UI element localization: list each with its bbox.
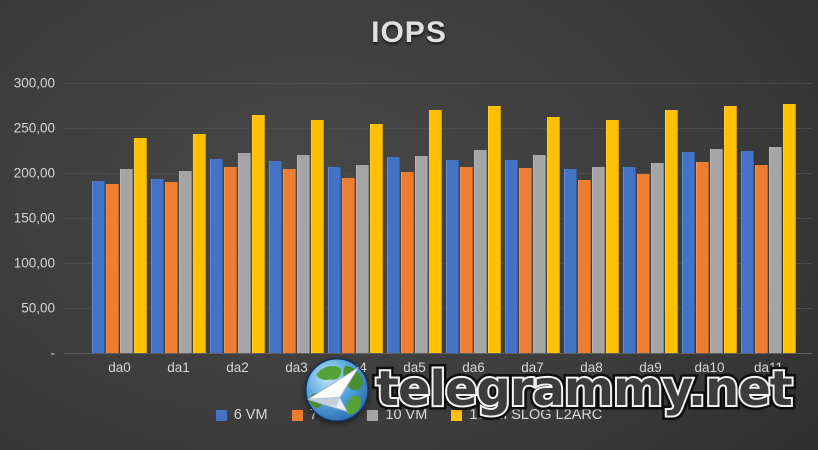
bar-da2-6-vm bbox=[210, 158, 223, 353]
legend-label: 7 VM bbox=[309, 407, 344, 423]
legend-swatch-7-vm bbox=[291, 409, 303, 421]
legend-swatch-10-vm bbox=[367, 409, 379, 421]
bar-da11-6-vm bbox=[741, 151, 754, 353]
bar-da6-6-vm bbox=[446, 160, 459, 353]
bar-da3-7-vm bbox=[283, 169, 296, 353]
bar-da4-7-vm bbox=[342, 178, 355, 353]
bar-da9-7-vm bbox=[637, 173, 650, 353]
y-axis-tick-label: 150,00 bbox=[13, 210, 55, 226]
bar-da1-7-vm bbox=[165, 182, 178, 353]
bar-da10-7-vm bbox=[696, 162, 709, 353]
bar-da11-7-vm bbox=[755, 164, 768, 353]
x-axis-tick-label-da5: da5 bbox=[403, 360, 426, 375]
bar-group-da0 bbox=[90, 83, 149, 353]
bar-da1-10-vm bbox=[179, 171, 192, 353]
legend-label: 10VM SLOG L2ARC bbox=[469, 407, 603, 423]
bar-da0-10-vm bbox=[120, 169, 133, 353]
bar-da3-6-vm bbox=[269, 161, 282, 353]
bar-da9-10vm-slog-l2arc bbox=[665, 110, 678, 353]
legend-item-7-vm: 7 VM bbox=[291, 407, 344, 423]
x-axis-tick-label-da4: da4 bbox=[344, 360, 367, 375]
bar-group-da3 bbox=[267, 83, 326, 353]
x-axis-tick-label-da2: da2 bbox=[226, 360, 249, 375]
bar-group-da2 bbox=[208, 83, 267, 353]
bar-group-da6 bbox=[444, 83, 503, 353]
y-axis-tick-label: 300,00 bbox=[13, 75, 55, 91]
bar-group-da9 bbox=[621, 83, 680, 353]
bar-da7-6-vm bbox=[505, 160, 518, 353]
bar-da3-10-vm bbox=[297, 155, 310, 353]
legend-item-10-vm: 10 VM bbox=[367, 407, 427, 423]
bar-da2-10-vm bbox=[238, 153, 251, 353]
x-axis-tick-label-da0: da0 bbox=[108, 360, 131, 375]
bar-da5-7-vm bbox=[401, 172, 414, 353]
bar-da7-7-vm bbox=[519, 167, 532, 353]
bar-group-da10 bbox=[680, 83, 739, 353]
x-axis-tick-label-da11: da11 bbox=[753, 360, 784, 375]
legend-label: 10 VM bbox=[385, 407, 428, 423]
bar-da2-7-vm bbox=[224, 166, 237, 353]
y-axis-tick-label: 50,00 bbox=[21, 300, 55, 316]
bar-da8-6-vm bbox=[564, 169, 577, 353]
bar-da6-10-vm bbox=[474, 149, 487, 353]
bar-da8-10-vm bbox=[592, 166, 605, 353]
bar-da11-10vm-slog-l2arc bbox=[783, 103, 796, 353]
bar-group-da1 bbox=[149, 83, 208, 353]
y-axis-tick-label: - bbox=[50, 345, 56, 361]
legend-item-6-vm: 6 VM bbox=[215, 407, 268, 423]
legend-swatch-6-vm bbox=[215, 409, 227, 421]
x-axis-line bbox=[64, 353, 812, 354]
bar-da10-10vm-slog-l2arc bbox=[724, 106, 737, 353]
bar-group-da4 bbox=[326, 83, 385, 353]
legend-label: 6 VM bbox=[233, 407, 268, 423]
x-axis-tick-label-da3: da3 bbox=[285, 360, 308, 375]
bar-da9-6-vm bbox=[623, 166, 636, 353]
bar-da10-10-vm bbox=[710, 148, 723, 353]
bar-da4-10vm-slog-l2arc bbox=[370, 123, 383, 353]
bar-da10-6-vm bbox=[682, 152, 695, 353]
bar-da0-6-vm bbox=[92, 181, 105, 353]
x-axis-labels: da0 da1 da2 da3 da4 da5 da6 da7 da8 da9 da10 da11 bbox=[90, 353, 798, 375]
bar-group-da7 bbox=[503, 83, 562, 353]
legend-item-10vm-slog-l2arc: 10VM SLOG L2ARC bbox=[451, 407, 602, 423]
bar-da11-10-vm bbox=[769, 146, 782, 353]
bar-da3-10vm-slog-l2arc bbox=[311, 119, 324, 353]
bar-da8-7-vm bbox=[578, 180, 591, 353]
bar-da4-6-vm bbox=[328, 166, 341, 353]
y-axis-tick-label: 200,00 bbox=[13, 165, 55, 181]
bar-da1-10vm-slog-l2arc bbox=[193, 134, 206, 353]
bar-da5-10-vm bbox=[415, 155, 428, 353]
bar-group-da8 bbox=[562, 83, 621, 353]
grid-line bbox=[64, 83, 812, 84]
x-axis-tick-label-da6: da6 bbox=[462, 360, 485, 375]
bar-da7-10-vm bbox=[533, 155, 546, 353]
legend: 6 VM 7 VM 10 VM 10VM SLOG L2ARC bbox=[0, 407, 818, 423]
x-axis-tick-label-da8: da8 bbox=[580, 360, 603, 375]
bar-da1-6-vm bbox=[151, 179, 164, 353]
bar-da0-7-vm bbox=[106, 183, 119, 353]
x-axis-tick-label-da7: da7 bbox=[521, 360, 544, 375]
bar-da4-10-vm bbox=[356, 164, 369, 353]
bar-da8-10vm-slog-l2arc bbox=[606, 119, 619, 353]
legend-swatch-10vm-slog-l2arc bbox=[451, 409, 463, 421]
x-axis-tick-label-da9: da9 bbox=[639, 360, 662, 375]
bars-container bbox=[90, 83, 798, 353]
bar-da6-7-vm bbox=[460, 166, 473, 353]
bar-group-da11 bbox=[739, 83, 798, 353]
x-axis-tick-label-da10: da10 bbox=[694, 360, 725, 375]
bar-da5-6-vm bbox=[387, 156, 400, 353]
bar-da5-10vm-slog-l2arc bbox=[429, 110, 442, 353]
bar-da2-10vm-slog-l2arc bbox=[252, 114, 265, 353]
bar-da0-10vm-slog-l2arc bbox=[134, 137, 147, 353]
bar-da7-10vm-slog-l2arc bbox=[547, 117, 560, 353]
chart-title: IOPS bbox=[371, 16, 447, 49]
bar-da6-10vm-slog-l2arc bbox=[488, 106, 501, 353]
bar-da9-10-vm bbox=[651, 163, 664, 353]
x-axis-tick-label-da1: da1 bbox=[167, 360, 190, 375]
plot-area: 300,00 250,00 200,00 150,00 100,00 50,00 - da0… bbox=[14, 76, 812, 375]
y-axis-tick-label: 250,00 bbox=[13, 120, 55, 136]
y-axis-tick-label: 100,00 bbox=[13, 255, 55, 271]
bar-group-da5 bbox=[385, 83, 444, 353]
